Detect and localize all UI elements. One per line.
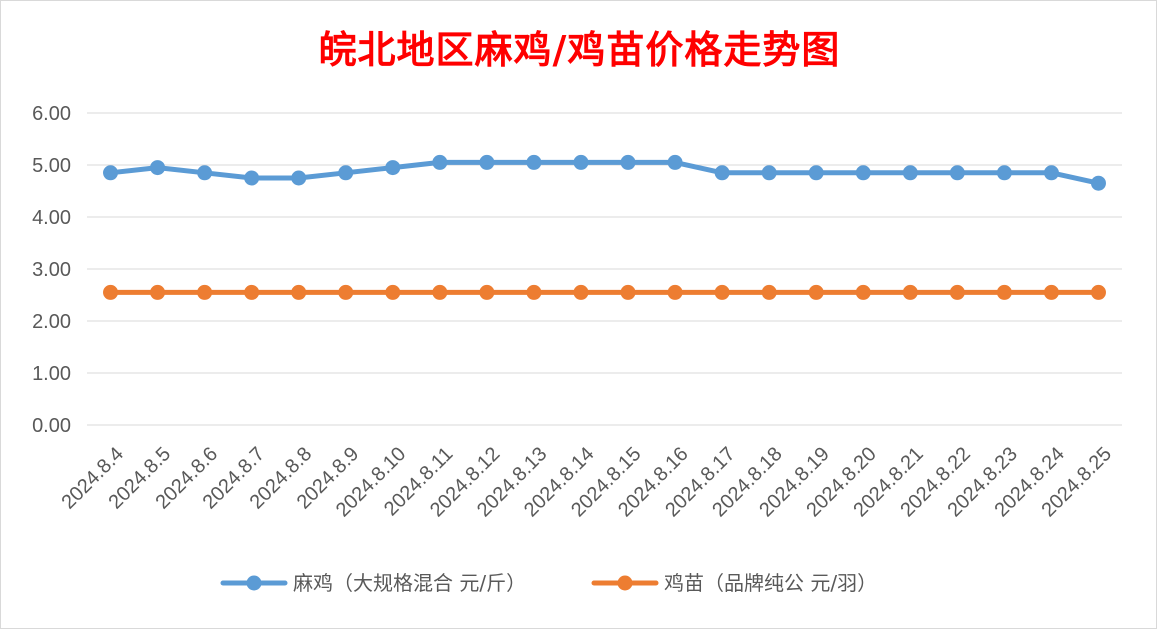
series-2-point [855,284,871,300]
series-2-point [714,284,730,300]
series-1-point [573,154,589,170]
series-1-point [197,165,213,181]
series-2-point [150,284,166,300]
series-1-point [385,160,401,176]
series-1-point [1090,175,1106,191]
y-tick-label: 2.00 [32,311,71,333]
series-1-point [808,165,824,181]
chart-title: 皖北地区麻鸡/鸡苗价格走势图 [318,27,841,72]
series-1-point [338,165,354,181]
series-1-point [996,165,1012,181]
series-2-point [1043,284,1059,300]
series-2-point [949,284,965,300]
y-tick-label: 5.00 [32,155,71,177]
series-1-point [432,154,448,170]
series-1-point [479,154,495,170]
series-1-point [902,165,918,181]
series-1-point [949,165,965,181]
series-2-point [479,284,495,300]
series-2-point [808,284,824,300]
series-2-point [526,284,542,300]
series-line-1 [108,159,1101,186]
series-2-point [385,284,401,300]
series-2-point [573,284,589,300]
series-1-point [1043,165,1059,181]
series-2-point [996,284,1012,300]
series-1-point [667,154,683,170]
series-1-point [291,170,307,186]
legend-marker-2 [617,575,633,591]
y-tick-label: 3.00 [32,259,71,281]
series-2-point [103,284,119,300]
series-1-point [761,165,777,181]
series-1-point [103,165,119,181]
series-2-point [291,284,307,300]
series-2-point [1090,284,1106,300]
series-2-point [761,284,777,300]
series-1-point [714,165,730,181]
series-1-point [620,154,636,170]
series-1-point [526,154,542,170]
y-tick-label: 0.00 [32,415,71,437]
legend-marker-1 [246,575,262,591]
y-tick-label: 6.00 [32,103,71,125]
series-2-point [338,284,354,300]
y-tick-label: 4.00 [32,207,71,229]
y-tick-label: 1.00 [32,363,71,385]
series-1-point [150,160,166,176]
series-2-point [432,284,448,300]
legend-label-2: 鸡苗（品牌纯公 元/羽） [664,571,877,595]
series-1-point [855,165,871,181]
legend-label-1: 麻鸡（大规格混合 元/斤） [293,571,526,595]
series-2-point [620,284,636,300]
series-2-point [244,284,260,300]
series-2-point [667,284,683,300]
series-2-point [902,284,918,300]
series-2-point [197,284,213,300]
series-1-point [244,170,260,186]
